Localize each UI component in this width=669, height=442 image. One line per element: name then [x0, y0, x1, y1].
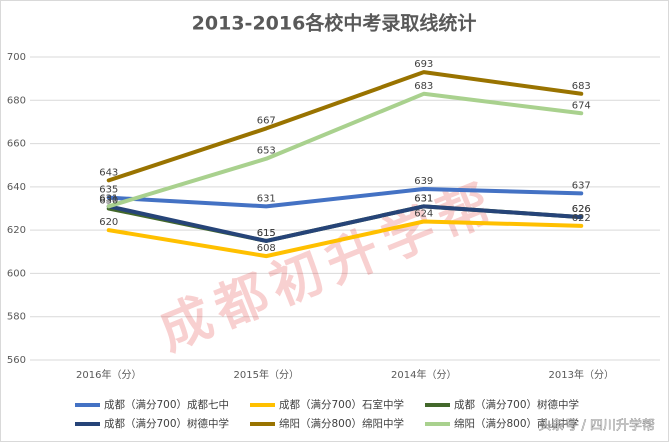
data-label: 693: [414, 59, 433, 70]
data-label: 683: [572, 81, 591, 92]
data-label: 631: [99, 193, 118, 204]
legend-label: 成都（满分700）树德中学: [454, 398, 579, 411]
data-label: 630: [99, 196, 118, 207]
data-label: 643: [99, 167, 118, 178]
legend-label: 绵阳（满分800）绵阳中学: [279, 417, 404, 430]
legend-label: 成都（满分700）成都七中: [104, 398, 229, 411]
data-label: 608: [257, 243, 276, 254]
data-label: 626: [572, 204, 591, 215]
data-label: 631: [414, 193, 433, 204]
y-tick-label: 640: [7, 182, 26, 193]
data-label: 637: [572, 180, 591, 191]
y-tick-label: 560: [7, 355, 26, 366]
data-label: 620: [99, 217, 118, 228]
data-label: 622: [572, 213, 591, 224]
x-tick-label: 2014年（分）: [391, 368, 456, 381]
data-label: 674: [572, 100, 591, 111]
legend-label: 成都（满分700）树德中学: [104, 417, 229, 430]
y-tick-label: 700: [7, 52, 26, 63]
data-label: 631: [257, 193, 276, 204]
data-label: 653: [257, 146, 276, 157]
data-label: 667: [257, 115, 276, 126]
data-label: 635: [99, 185, 118, 196]
legend-label: 绵阳（满分800）南山中学: [454, 417, 579, 430]
x-tick-label: 2016年（分）: [76, 368, 141, 381]
y-tick-label: 580: [7, 312, 26, 323]
data-label: 639: [414, 176, 433, 187]
data-label: 626: [572, 204, 591, 215]
source-watermark: 头条号 / 四川升学帮: [538, 418, 655, 434]
data-label: 615: [257, 228, 276, 239]
y-tick-label: 600: [7, 268, 26, 279]
data-label: 683: [414, 81, 433, 92]
series-line: [106, 70, 584, 183]
data-label: 631: [414, 193, 433, 204]
x-tick-label: 2013年（分）: [549, 368, 614, 381]
data-label: 624: [414, 208, 433, 219]
data-label: 615: [257, 228, 276, 239]
series-line: [106, 187, 584, 209]
series-line: [106, 91, 584, 209]
chart-title: 2013-2016各校中考录取线统计: [192, 12, 477, 35]
y-tick-label: 660: [7, 139, 26, 150]
y-tick-label: 680: [7, 95, 26, 106]
legend-label: 成都（满分700）石室中学: [279, 398, 404, 411]
x-tick-label: 2015年（分）: [234, 368, 299, 381]
series-line: [106, 219, 584, 259]
data-label: 631: [99, 193, 118, 204]
y-tick-label: 620: [7, 225, 26, 236]
series-line: [106, 204, 584, 243]
